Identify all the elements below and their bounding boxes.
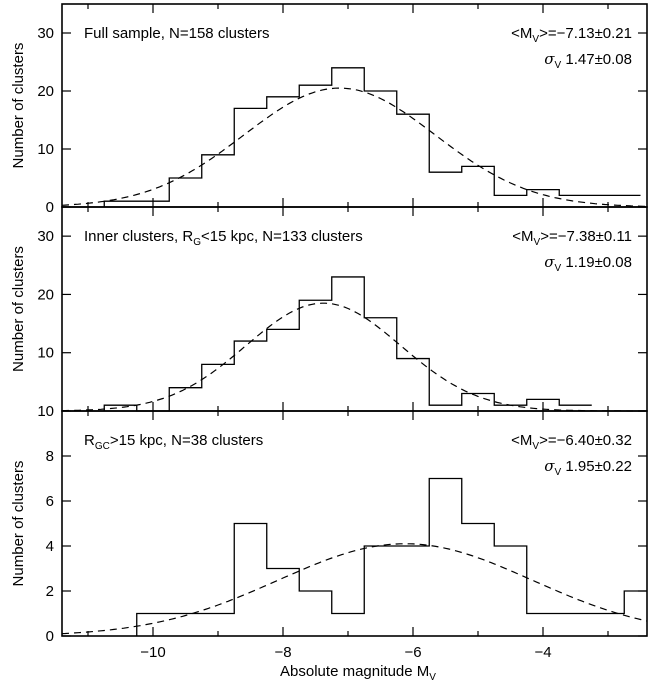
sigma-subscript: V [555,60,562,71]
panel-label-sub: G [193,237,201,248]
panel-label-post: >15 kpc, N=38 clusters [110,432,263,449]
x-tick-label: −4 [534,644,551,661]
sigma-symbol: σ [544,50,555,68]
mean-annotation: <MV>=−7.13±0.21 [511,25,632,45]
y-tick-label: 30 [37,25,54,42]
mean-annotation: <MV>=−7.38±0.11 [512,228,632,248]
gaussian-fit-curve [61,87,647,207]
sigma-value: 1.95±0.22 [561,458,632,475]
y-tick-label: 20 [37,83,54,100]
panel-label-pre: Inner clusters, R [84,228,193,245]
y-tick-label: 20 [37,286,54,303]
panel-label-post: <15 kpc, N=133 clusters [201,228,363,245]
y-tick-label: 30 [37,228,54,245]
x-axis: −10 −8 −6 −4 [140,644,551,661]
panel-outer-clusters: 0 2 4 6 8 Number of clusters RGC>15 kpc, N=38 … [10,410,648,645]
sigma-symbol: σ [544,253,555,271]
y-axis-title: Number of clusters [10,43,27,169]
sigma-subscript: V [555,263,562,274]
sigma-value: 1.47±0.08 [561,51,632,68]
mean-symbol: <M [512,228,533,245]
x-tick-label: −6 [404,644,421,661]
gaussian-fit-curve [61,543,648,635]
mean-value: >=−6.40±0.32 [539,432,632,449]
sigma-annotation: σV 1.19±0.08 [544,253,632,274]
mean-value: >=−7.38±0.11 [540,228,632,245]
sigma-symbol: σ [544,457,555,475]
x-tick-label: −10 [140,644,165,661]
panel-label: RGC>15 kpc, N=38 clusters [84,432,263,452]
y-axis-title: Number of clusters [10,461,27,587]
mean-subscript: V [534,237,541,248]
gaussian-fit-curve [62,302,647,412]
y-tick-label: 8 [46,448,54,465]
panel-inner-clusters: 10 10 20 30 Number of clusters Inner clusters… [10,206,648,420]
sigma-subscript: V [555,467,562,478]
mean-subscript: V [532,441,539,452]
y-tick-label: 2 [46,583,54,600]
sigma-value: 1.19±0.08 [561,254,632,271]
panel-label-sub: GC [95,441,110,452]
mean-value: >=−7.13±0.21 [539,25,632,42]
y-tick-label: 10 [37,141,54,158]
x-axis-title: Absolute magnitude MV [280,663,436,683]
x-axis-title-subscript: V [429,672,436,683]
panel-label-pre: R [84,432,95,449]
panel-full-sample: 0 10 20 30 Number of clusters Full sample, N=… [10,3,648,216]
histogram-steps [136,477,647,636]
panel-frame [61,410,648,637]
y-tick-label: 0 [46,628,54,645]
mean-symbol: <M [511,25,532,42]
y-tick-label: 4 [46,538,54,555]
x-tick-label: −8 [274,644,291,661]
y-tick-label: 6 [46,493,54,510]
panel-label: Full sample, N=158 clusters [84,25,270,42]
y-axis-title: Number of clusters [10,246,27,372]
histogram-steps [103,276,592,412]
mean-symbol: <M [511,432,532,449]
mean-annotation: <MV>=−6.40±0.32 [511,432,632,452]
y-tick-label: 0 [46,199,54,216]
y-tick-label: 10 [37,403,54,420]
histogram-steps [103,67,641,207]
mean-subscript: V [532,34,539,45]
sigma-annotation: σV 1.95±0.22 [544,457,632,478]
sigma-annotation: σV 1.47±0.08 [544,50,632,71]
panel-label: Inner clusters, RG<15 kpc, N=133 cluster… [84,228,363,248]
y-tick-label: 10 [37,345,54,362]
